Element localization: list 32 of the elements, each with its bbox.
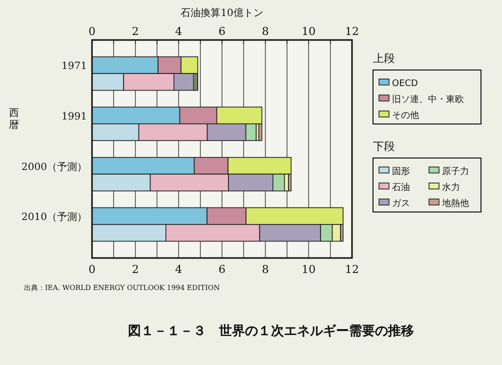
legend-label: ガス: [392, 199, 410, 209]
x-tick-label: 4: [175, 263, 182, 276]
y-tick-label: 2000（予測）: [22, 160, 87, 173]
x-tick-label: 12: [345, 263, 359, 276]
legend-label: 旧ソ連、中・東欧: [392, 94, 464, 105]
legend-label: OECD: [392, 79, 418, 89]
legend-label: 地熱他: [441, 198, 469, 209]
y-tick-label: 1991: [62, 111, 87, 122]
x-tick-label: 0: [88, 263, 96, 276]
legend-label: その他: [392, 110, 419, 121]
x2-tick-label: 0: [88, 25, 96, 38]
y-tick-label: 1971: [62, 61, 87, 72]
x2-axis-title: 石油換算10億トン: [180, 7, 264, 19]
legend-label: 水力: [442, 182, 460, 193]
x-tick-label: 10: [302, 263, 316, 276]
y-axis-title: 西暦: [9, 108, 19, 131]
x-tick-label: 6: [218, 263, 226, 276]
x2-tick-label: 6: [218, 25, 226, 38]
x-tick-label: 2: [132, 263, 139, 276]
legend-label: 原子力: [442, 166, 469, 177]
text: 図１－１－３ 世界の１次エネルギー需要の推移: [128, 324, 414, 339]
x2-tick-label: 8: [262, 25, 269, 38]
x2-tick-label: 12: [345, 25, 359, 38]
x2-tick-label: 10: [302, 25, 316, 38]
text: 下段: [373, 140, 395, 153]
x2-tick-label: 2: [132, 25, 139, 38]
legend-label: 固形: [392, 166, 410, 177]
x-tick-label: 8: [262, 263, 269, 276]
text: 上段: [373, 52, 395, 65]
x2-tick-label: 4: [175, 25, 182, 38]
legend-label: 石油: [392, 182, 410, 193]
y-tick-label: 2010（予測）: [22, 211, 87, 224]
